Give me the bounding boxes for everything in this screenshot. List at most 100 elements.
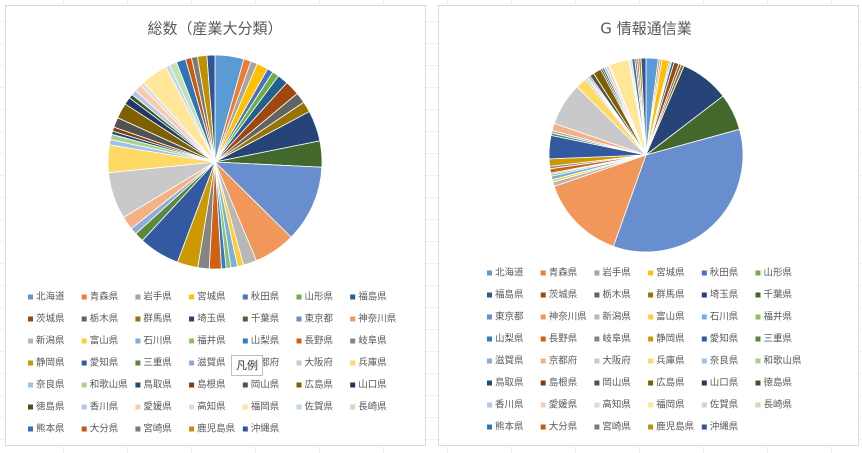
legend-label: 福井県 <box>764 311 793 323</box>
legend-label: 山口県 <box>358 380 387 391</box>
legend-swatch <box>540 402 546 408</box>
legend-label: 大阪府 <box>305 357 334 369</box>
legend-label: 福岡県 <box>656 399 685 411</box>
legend-label: 熊本県 <box>495 421 524 433</box>
legend-swatch <box>540 424 546 430</box>
legend-swatch <box>296 316 302 322</box>
legend-swatch <box>350 382 356 388</box>
legend-label: 長崎県 <box>358 401 387 413</box>
legend-swatch <box>540 358 546 364</box>
legend-swatch <box>81 338 87 344</box>
legend-swatch <box>350 404 356 410</box>
legend-label: 青森県 <box>90 291 119 303</box>
legend-swatch <box>135 404 141 410</box>
legend-swatch <box>648 402 654 408</box>
legend-swatch <box>648 292 654 298</box>
legend-swatch <box>81 316 87 322</box>
legend-label: 福岡県 <box>251 401 280 413</box>
legend-label: 兵庫県 <box>656 355 685 367</box>
legend-swatch <box>28 360 33 366</box>
legend-swatch <box>81 426 87 432</box>
legend-swatch <box>296 338 302 344</box>
legend-swatch <box>594 424 600 430</box>
legend-label: 熊本県 <box>36 423 65 435</box>
legend-swatch <box>350 338 356 344</box>
chart-title: 総数（産業大分類） <box>147 20 282 38</box>
legend-label: 新潟県 <box>602 311 631 323</box>
legend-label: 東京都 <box>305 313 334 325</box>
pie-slice <box>640 57 647 156</box>
legend-swatch <box>189 294 195 300</box>
legend-swatch <box>242 404 248 410</box>
legend-swatch <box>189 338 195 344</box>
legend-label: 滋賀県 <box>197 357 226 369</box>
legend-label: 広島県 <box>305 379 334 391</box>
legend-label: 愛媛県 <box>143 401 172 413</box>
legend-swatch <box>701 380 707 386</box>
legend-label: 新潟県 <box>36 335 65 347</box>
legend-label: 秋田県 <box>710 267 739 279</box>
legend-label: 大阪府 <box>602 355 631 367</box>
legend-label: 鳥取県 <box>143 379 172 391</box>
legend-label: 岐阜県 <box>602 333 631 345</box>
legend-swatch <box>296 404 302 410</box>
legend-label: 千葉県 <box>251 313 280 325</box>
legend-label: 北海道 <box>36 291 65 303</box>
legend-swatch <box>189 360 195 366</box>
legend-label: 愛知県 <box>710 333 739 345</box>
legend-swatch <box>81 382 87 388</box>
legend-swatch <box>594 402 600 408</box>
legend-swatch <box>135 382 141 388</box>
legend-swatch <box>540 336 546 342</box>
legend-swatch <box>296 382 302 388</box>
legend-label: 鳥取県 <box>495 377 524 389</box>
legend-swatch <box>189 382 195 388</box>
tooltip-box <box>231 355 263 376</box>
legend-swatch <box>540 380 546 386</box>
legend-swatch <box>755 336 761 342</box>
legend-label: 岡山県 <box>251 380 280 391</box>
legend-swatch <box>296 294 302 300</box>
legend-label: 沖縄県 <box>251 423 280 435</box>
legend-label: 茨城県 <box>549 289 578 301</box>
legend-swatch <box>701 424 707 430</box>
legend-label: 香川県 <box>90 402 119 413</box>
legend-swatch <box>242 316 248 322</box>
legend-swatch <box>487 358 492 364</box>
legend-label: 栃木県 <box>90 313 119 325</box>
legend-swatch <box>81 404 87 410</box>
legend-swatch <box>648 270 654 276</box>
legend-swatch <box>487 336 492 342</box>
legend-swatch <box>755 402 761 408</box>
legend-label: 大分県 <box>90 423 119 435</box>
legend-label: 富山県 <box>656 311 685 323</box>
legend-swatch <box>648 424 654 430</box>
legend-label: 和歌山県 <box>764 355 803 367</box>
legend-swatch <box>648 358 654 364</box>
legend-swatch <box>755 380 761 386</box>
legend-swatch <box>81 294 87 300</box>
legend-swatch <box>28 404 33 410</box>
legend-swatch <box>242 382 248 388</box>
legend-swatch <box>594 336 600 342</box>
legend-label: 秋田県 <box>251 291 280 303</box>
legend-swatch <box>487 292 492 298</box>
legend-swatch <box>28 382 33 388</box>
pie-slice <box>553 154 647 247</box>
legend-swatch <box>487 314 492 320</box>
legend-label: 香川県 <box>495 400 524 411</box>
legend-swatch <box>487 270 492 276</box>
legend-swatch <box>540 292 546 298</box>
legend-label: 長野県 <box>549 334 578 345</box>
legend-label: 茨城県 <box>36 313 65 325</box>
legend-swatch <box>28 316 33 322</box>
legend-swatch <box>350 360 356 366</box>
legend-label: 愛媛県 <box>549 399 578 411</box>
charts: 総数（産業大分類）北海道 青森県 岩手県 宮城県 秋田県 山形県 福島県茨城県 栃木県 群馬県埼… <box>28 20 802 435</box>
legend-swatch <box>540 270 546 276</box>
legend-label: 和歌山県 <box>90 379 129 391</box>
legend-label: 福島県 <box>495 289 524 301</box>
legend-label: 徳島県 <box>36 401 65 413</box>
legend-label: 徳島県 <box>764 377 793 389</box>
